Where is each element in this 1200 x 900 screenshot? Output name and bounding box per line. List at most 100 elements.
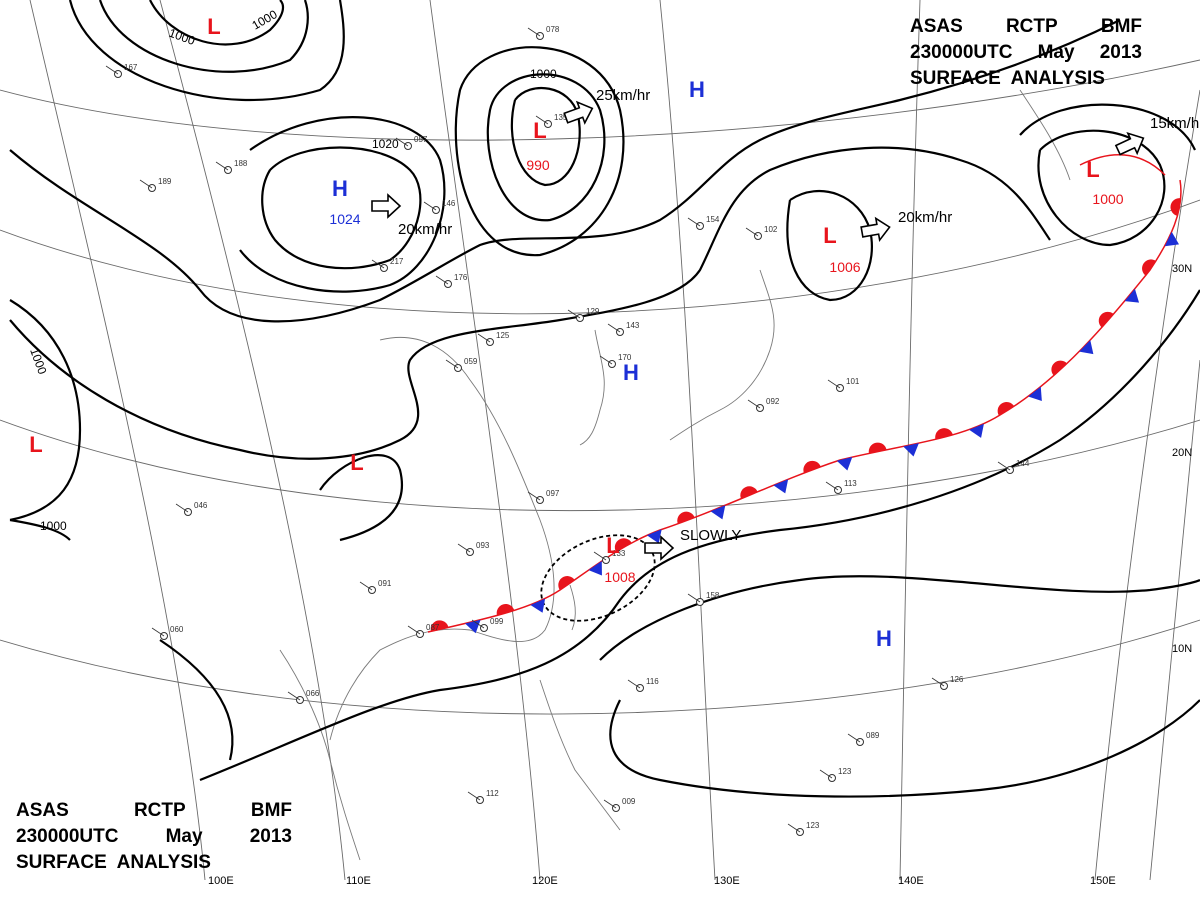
longitude-label: 100E	[208, 875, 234, 887]
title-bottom-line3: SURFACE ANALYSIS	[16, 850, 292, 876]
latitude-label: 30N	[1172, 263, 1192, 275]
low-symbol: L	[606, 533, 619, 558]
warm-front-semicircle	[558, 576, 575, 591]
low-symbol: L	[29, 432, 42, 457]
movement-arrow-icon	[1114, 131, 1145, 156]
wind-barb	[819, 769, 833, 779]
title-bottom-line2: 230000UTC May 2013	[16, 824, 292, 850]
station-pressure-label: 123	[838, 767, 852, 776]
cold-front-triangle	[646, 529, 662, 544]
wind-barb	[287, 691, 301, 701]
isobar-1006	[786, 190, 873, 302]
isobar-value-label: 1000	[40, 519, 67, 533]
cold-front-triangle	[530, 598, 546, 613]
low-symbol: L	[207, 14, 220, 39]
isobar-ring-mid	[319, 454, 403, 542]
isobar-big-1	[9, 19, 1121, 323]
station-pressure-label: 078	[546, 25, 560, 34]
station-pressure-label: 154	[706, 215, 720, 224]
isobar-1000-left-1	[9, 299, 82, 522]
wind-barb	[827, 379, 841, 389]
isobar-high-south-2	[609, 699, 1200, 798]
isobar-low-nw-1	[149, 0, 285, 46]
wind-barb	[931, 677, 945, 687]
warm-front-semicircle	[1051, 360, 1068, 376]
wind-barb	[627, 679, 641, 689]
wind-barb	[467, 791, 481, 801]
pressure-systems: L 990 H 1024 L 1006 L 1000 L 1008 H H H L L L	[29, 14, 1124, 651]
isobar-low-990-1	[510, 86, 581, 187]
station-pressure-label: 089	[866, 731, 880, 740]
longitude-label: 150E	[1090, 875, 1116, 887]
pressure-value: 1000	[1092, 191, 1123, 207]
station-pressure-label: 123	[806, 821, 820, 830]
isobar-high-south	[599, 575, 1200, 661]
isobar-1000-bottom	[9, 518, 71, 541]
station-pressure-label: 009	[622, 797, 636, 806]
wind-barb	[687, 593, 701, 603]
wind-barb	[445, 359, 459, 369]
title-bottom-year: 2013	[249, 826, 292, 847]
pressure-value: 990	[526, 157, 550, 173]
cold-front-triangle	[969, 423, 984, 438]
station-pressure-label: 060	[170, 625, 184, 634]
isobar-low-nw-2	[98, 0, 309, 73]
warm-front-semicircle	[935, 428, 953, 440]
parallel-10n	[0, 619, 1200, 715]
movement-arrow-icon	[860, 216, 891, 242]
chart-title-bottom: ASAS RCTP BMF 230000UTC May 2013 SURFACE…	[16, 798, 292, 876]
station-pressure-label: 102	[764, 225, 778, 234]
title-top-station: RCTP	[1005, 16, 1058, 37]
wind-barb	[151, 627, 165, 637]
wind-barb	[603, 799, 617, 809]
wind-barb	[527, 491, 541, 501]
meridian-100e	[29, 0, 206, 881]
latitude-label: 10N	[1172, 643, 1192, 655]
coast-taiwan	[569, 584, 576, 631]
wind-barb	[607, 323, 621, 333]
warm-front-semicircle	[430, 620, 449, 632]
isobar-long-south	[199, 289, 1200, 782]
low-symbol: L	[533, 118, 546, 143]
title-top-month: May	[1037, 42, 1075, 63]
station-pressure-label: 144	[1016, 459, 1030, 468]
station-pressure-label: 170	[618, 353, 632, 362]
wind-barb	[371, 259, 385, 269]
wind-barb	[747, 399, 761, 409]
station-pressure-label: 059	[464, 357, 478, 366]
isobar-high-1024	[261, 146, 422, 270]
coast-sakhalin	[1019, 89, 1071, 181]
parallel-40n	[0, 59, 1200, 141]
movement-speed-label: SLOWLY	[680, 527, 741, 544]
station-pressure-label: 176	[454, 273, 468, 282]
wind-barb	[471, 619, 485, 629]
station-pressure-label: 146	[442, 199, 456, 208]
low-symbol: L	[1086, 157, 1099, 182]
warm-front-semicircle	[868, 442, 887, 454]
coast-indochina	[279, 649, 361, 861]
front-symbols	[430, 198, 1182, 634]
cold-front-triangle	[1028, 386, 1042, 402]
meridian-140e	[899, 0, 921, 881]
meridian-150e	[1094, 89, 1200, 881]
wind-barb	[139, 179, 153, 189]
movement-arrow-icon	[563, 100, 594, 125]
title-top-year: 2013	[1099, 42, 1142, 63]
front-line-ne	[1079, 154, 1166, 176]
wind-barb	[407, 625, 421, 635]
station-pressure-label: 125	[496, 331, 510, 340]
station-pressure-label: 066	[306, 689, 320, 698]
high-symbol: H	[623, 360, 639, 385]
warm-front-semicircle	[1098, 311, 1114, 328]
wind-barb	[457, 543, 471, 553]
station-pressure-label: 188	[234, 159, 248, 168]
wind-barb	[535, 115, 549, 125]
meridian-120e	[429, 0, 541, 881]
station-pressure-label: 135	[554, 113, 568, 122]
coast-china	[329, 336, 555, 741]
title-bottom-line1: ASAS RCTP BMF	[16, 798, 292, 824]
movement-arrow-icon	[371, 193, 402, 219]
low-symbol: L	[350, 450, 363, 475]
chart-title-top: ASAS RCTP BMF 230000UTC May 2013 SURFACE…	[910, 14, 1142, 92]
wind-barb	[527, 27, 541, 37]
